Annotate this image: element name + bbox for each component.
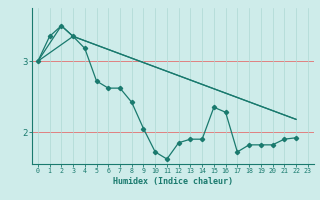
X-axis label: Humidex (Indice chaleur): Humidex (Indice chaleur) (113, 177, 233, 186)
